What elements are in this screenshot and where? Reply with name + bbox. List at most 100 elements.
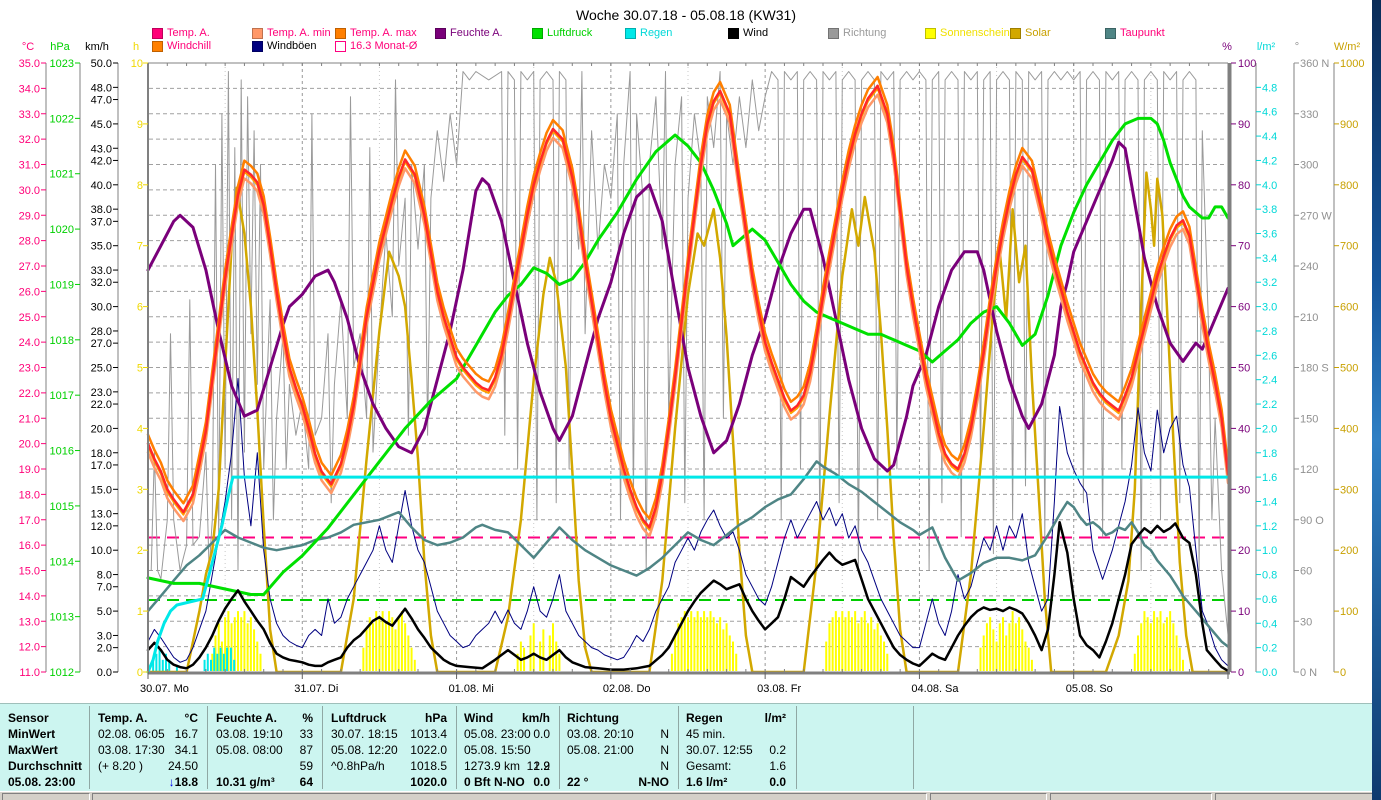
- legend-swatch: [532, 27, 543, 39]
- table-column-tempa: Temp. A. °C 02.08. 06:05 16.7 03.08. 17:30 34…: [92, 704, 204, 791]
- legend-swatch: [925, 27, 936, 39]
- table-cell-label: 05.08. 08:00: [216, 743, 283, 757]
- axis-tick-label: 2.0: [97, 643, 112, 655]
- table-cell-label: 03.08. 19:10: [216, 727, 283, 741]
- axis-tick-label: 29.0: [19, 210, 40, 222]
- axis-tick-label: 0.4: [1262, 618, 1277, 630]
- axis-tick-label: 10.0: [91, 545, 112, 557]
- legend-item-2[interactable]: Windböen: [252, 40, 317, 52]
- legend-item-6[interactable]: Regen: [625, 27, 672, 39]
- table-cell-label: 05.08. 21:00: [567, 743, 634, 757]
- legend-swatch: [625, 27, 636, 39]
- legend-item-7[interactable]: Wind: [728, 27, 768, 39]
- axis-tick-label: 700: [1340, 241, 1358, 253]
- legend-swatch: [1105, 27, 1116, 39]
- axis-tick-label: 300: [1300, 160, 1318, 172]
- table-column-wind: Wind km/h 05.08. 23:00 0.0 05.08. 15:50 12.2 1…: [458, 704, 556, 791]
- axis-tick-label: 22.0: [91, 399, 112, 411]
- axis-tick-label: 28.0: [19, 236, 40, 248]
- table-cell-value: 0.0: [533, 727, 550, 741]
- legend-label: Luftdruck: [547, 27, 593, 39]
- legend-swatch: [1010, 27, 1021, 39]
- table-cell-label: 05.08. 23:00: [464, 727, 531, 741]
- legend-item-5[interactable]: Luftdruck: [532, 27, 592, 39]
- axis-tick-label: 50: [1238, 363, 1250, 375]
- legend-label: Solar: [1025, 27, 1051, 39]
- legend-label: Windböen: [267, 40, 317, 52]
- table-cell-value: 12.2: [526, 759, 550, 773]
- status-bar: [0, 792, 1374, 800]
- legend-item-9[interactable]: Sonnenschein: [925, 27, 1010, 39]
- legend-swatch: [828, 27, 839, 39]
- axis-tick-label: 5.0: [97, 606, 112, 618]
- table-cell-label: Luftdruck: [331, 711, 387, 725]
- axis-tick-label: 1.2: [1262, 521, 1277, 533]
- table-cell-value: %: [302, 711, 313, 725]
- legend-item-8[interactable]: Richtung: [828, 27, 886, 39]
- table-cell-value: l/m²: [764, 711, 786, 725]
- axis-tick-label: 12.0: [91, 521, 112, 533]
- table-column-regen: Regen l/m² 45 min. 30.07. 12:55 0.2 Gesamt: 1.…: [680, 704, 792, 791]
- axis-tick-label: 3: [137, 484, 143, 496]
- axis-tick-label: 27.0: [91, 338, 112, 350]
- table-divider: [456, 706, 457, 789]
- legend-swatch: [335, 27, 346, 39]
- table-cell-value: 87: [299, 743, 313, 757]
- axis-tick-label: 70: [1238, 241, 1250, 253]
- axis-tick-label: 40.0: [91, 180, 112, 192]
- axis-tick-label: 90 O: [1300, 515, 1324, 527]
- axis-tick-label: 20.0: [91, 423, 112, 435]
- table-cell-value: 1020.0: [410, 775, 447, 789]
- axis-tick-label: 30: [1300, 616, 1312, 628]
- page-title: Woche 30.07.18 - 05.08.18 (KW31): [576, 7, 796, 23]
- x-axis-day-label: 02.08. Do: [603, 683, 651, 695]
- table-cell-label: 10.31 g/m³: [216, 775, 275, 789]
- table-cell-value: hPa: [424, 711, 447, 725]
- axis-tick-label: 500: [1340, 363, 1358, 375]
- table-cell-label: 1.6 l/m²: [686, 775, 728, 789]
- axis-tick-label: 10: [131, 58, 143, 70]
- axis-tick-label: 210: [1300, 312, 1318, 324]
- axis-tick-label: 9: [137, 119, 143, 131]
- axis-tick-label: 28.0: [91, 326, 112, 338]
- axis-tick-label: 0 N: [1300, 667, 1317, 679]
- legend-item-2[interactable]: Temp. A. min: [252, 27, 331, 39]
- status-panel-3: [930, 793, 1047, 800]
- axis-tick-label: 8.0: [97, 570, 112, 582]
- legend-item-1[interactable]: Temp. A.: [152, 27, 210, 39]
- table-cell-label: 05.08. 23:00: [8, 775, 76, 789]
- series-luftdruck: [146, 116, 1230, 596]
- legend-item-10[interactable]: Solar: [1010, 27, 1051, 39]
- axis-tick-label: 33.0: [91, 265, 112, 277]
- axis-tick-label: 22.0: [19, 388, 40, 400]
- axis-tick-label: 7: [137, 241, 143, 253]
- axis-tick-label: 1: [137, 606, 143, 618]
- table-cell-value: 1.9: [533, 759, 550, 773]
- axis-tick-label: 1022: [50, 113, 74, 125]
- legend-item-1[interactable]: Windchill: [152, 40, 211, 52]
- axis-tick-label: 45.0: [91, 119, 112, 131]
- axis-tick-label: 3.2: [1262, 277, 1277, 289]
- legend-item-3[interactable]: Temp. A. max: [335, 27, 417, 39]
- axis-tick-label: 1016: [50, 446, 74, 458]
- axis-tick-label: 27.0: [19, 261, 40, 273]
- axis-tick-label: 33.0: [19, 109, 40, 121]
- axis-tick-label: 40: [1238, 423, 1250, 435]
- legend-item-11[interactable]: Taupunkt: [1105, 27, 1165, 39]
- weather-chart[interactable]: °C35.034.033.032.031.030.029.028.027.026…: [0, 0, 1372, 700]
- table-cell-label: Sensor: [8, 711, 49, 725]
- legend-label: Wind: [743, 27, 769, 39]
- axis-tick-label: 4: [137, 423, 143, 435]
- table-cell-label: Temp. A.: [98, 711, 148, 725]
- table-cell-label: 05.08. 15:50: [464, 743, 531, 757]
- legend-item-3[interactable]: 16.3 Monat-Ø: [335, 40, 417, 52]
- table-cell-label: Feuchte A.: [216, 711, 277, 725]
- table-cell-value: 64: [299, 775, 313, 789]
- axis-tick-label: 17.0: [91, 460, 112, 472]
- axis-tick-label: 1.8: [1262, 448, 1277, 460]
- axis-tick-label: 10: [1238, 606, 1250, 618]
- axis-tick-label: 0: [1238, 667, 1244, 679]
- legend-item-4[interactable]: Feuchte A.: [435, 27, 503, 39]
- table-divider: [796, 706, 797, 789]
- axis-tick-label: 2.0: [1262, 423, 1277, 435]
